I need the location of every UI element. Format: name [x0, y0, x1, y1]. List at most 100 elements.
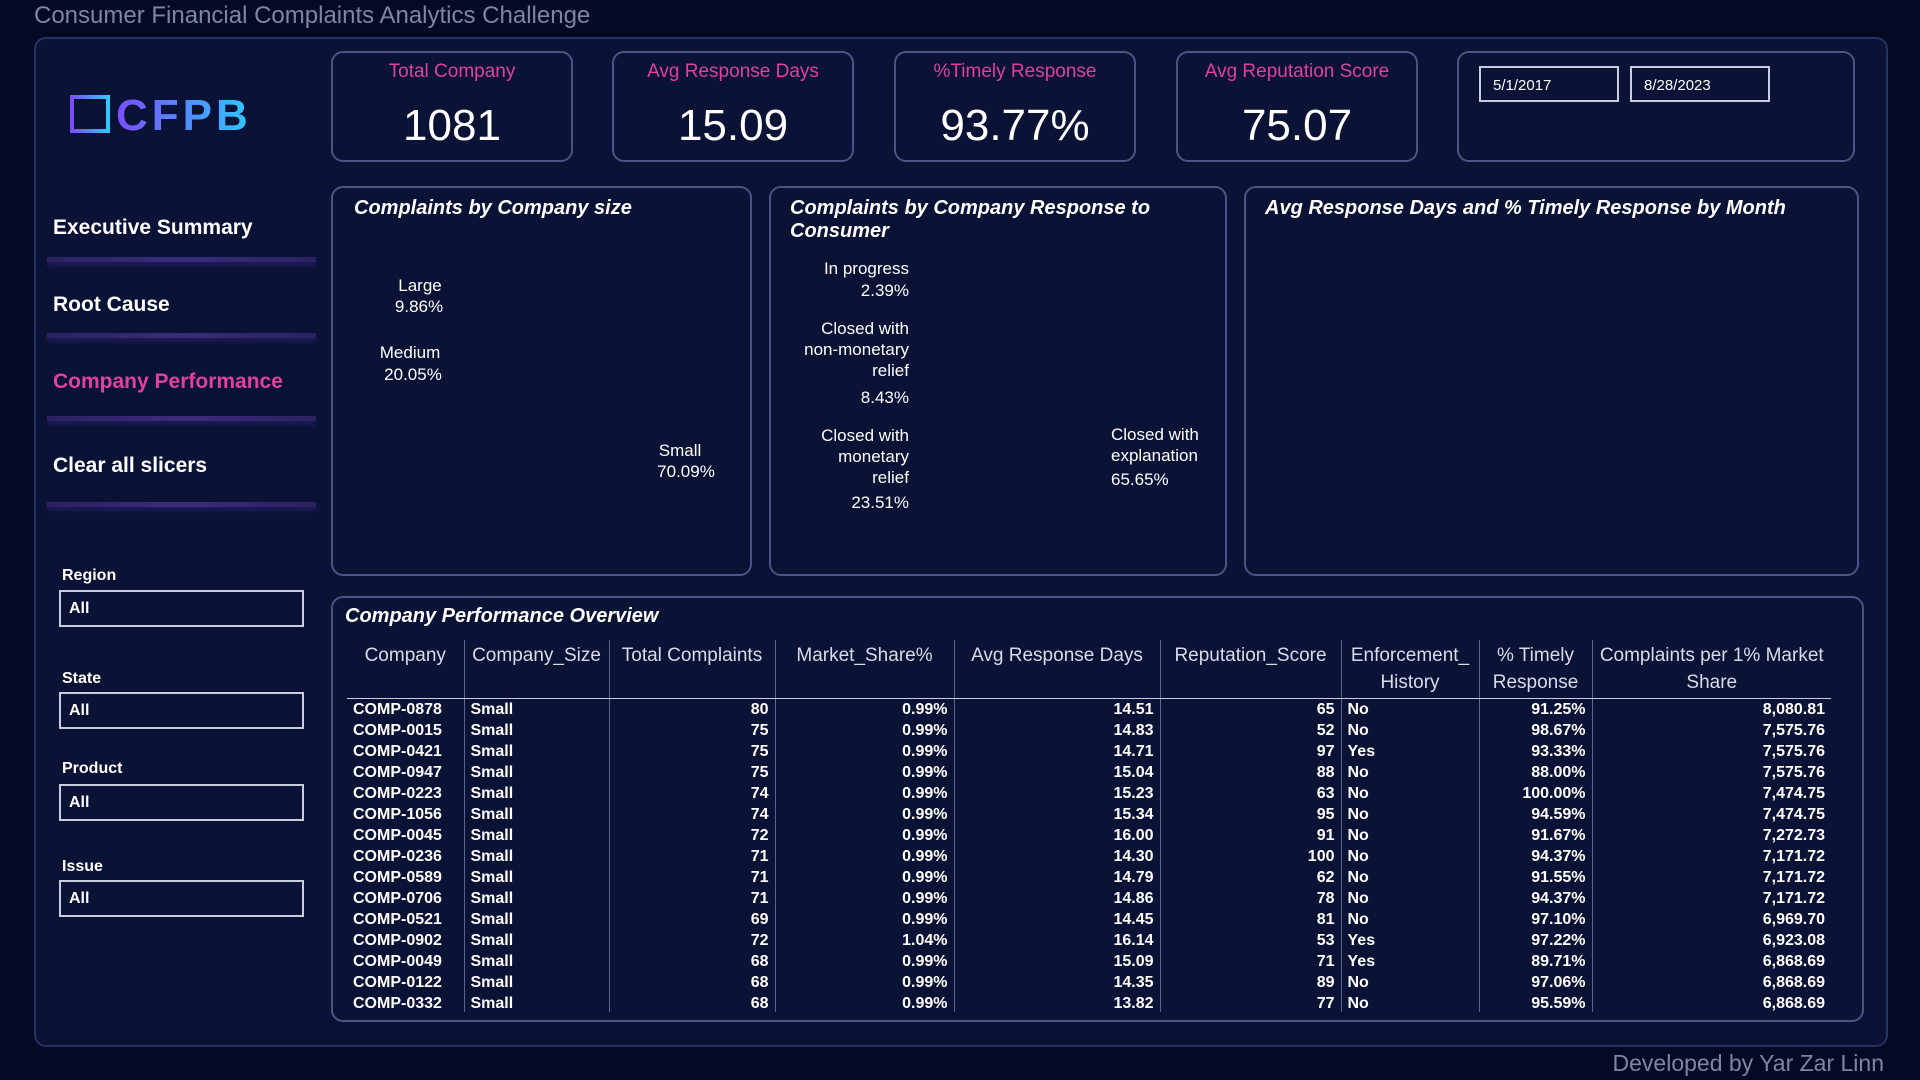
table-cell: 14.71 [953, 741, 1160, 762]
chart-title: Avg Response Days and % Timely Response … [1265, 197, 1786, 219]
filter-value: All [69, 794, 90, 811]
table-cell: 100.00% [1478, 783, 1592, 804]
column-header[interactable]: Complaints per 1% Market Share [1591, 640, 1831, 699]
page-title: Consumer Financial Complaints Analytics … [34, 2, 591, 29]
table-cell: 68 [608, 972, 775, 993]
table-cell: 75 [608, 762, 775, 783]
nav-button[interactable]: Company Performance [53, 370, 283, 393]
table-cell: Yes [1340, 741, 1479, 762]
column-header[interactable]: Market_Share% [774, 640, 954, 699]
table-row: COMP-0045 Small 72 0.99% 16.00 91 No 91.67% 7,27… [347, 825, 1831, 846]
table-cell: COMP-0049 [353, 953, 442, 970]
table-cell: Small [463, 825, 609, 846]
end-date-text: 8/28/2023 [1644, 77, 1711, 94]
nav-underline [47, 416, 316, 421]
donut-value-label: 70.09% [657, 462, 715, 481]
table-cell: 6,868.69 [1591, 972, 1831, 993]
table-cell: 7,474.75 [1591, 804, 1831, 825]
table-cell: Yes [1340, 930, 1479, 951]
table-row: COMP-1056 Small 74 0.99% 15.34 95 No 94.59% 7,47… [347, 804, 1831, 825]
filter-dropdown[interactable]: All [59, 590, 304, 627]
table-cell: 7,171.72 [1591, 867, 1831, 888]
column-header[interactable]: Company_Size [463, 640, 609, 699]
table-cell: 0.99% [774, 846, 954, 867]
table-cell: 15.23 [953, 783, 1160, 804]
table-cell: 91.55% [1478, 867, 1592, 888]
table-cell: COMP-0045 [353, 827, 442, 844]
table-cell: COMP-0421 [353, 743, 442, 760]
table-cell: 1.04% [774, 930, 954, 951]
table-row: COMP-0015 Small 75 0.99% 14.83 52 No 98.67% 7,57… [347, 720, 1831, 741]
nav-button[interactable]: Clear all slicers [53, 454, 208, 477]
column-header[interactable]: Total Complaints [608, 640, 775, 699]
table-cell: 0.99% [774, 951, 954, 972]
table-row: COMP-0223 Small 74 0.99% 15.23 63 No 100.00% 7,4… [347, 783, 1831, 804]
table-cell: Yes [1340, 951, 1479, 972]
kpi-card: Avg Response Days 15.09 [612, 51, 854, 162]
start-date[interactable]: 5/1/2017 [1479, 66, 1619, 102]
column-header[interactable]: Avg Response Days [953, 640, 1160, 699]
column-header[interactable]: Reputation_Score [1159, 640, 1341, 699]
kpi-label: Total Company [388, 61, 516, 82]
column-header[interactable]: Company [347, 640, 464, 699]
table-cell: COMP-0122 [353, 974, 442, 991]
filter-label: Region [62, 567, 117, 584]
filter-dropdown[interactable]: All [59, 692, 304, 729]
table-cell: COMP-0589 [353, 869, 442, 886]
table-cell: 15.04 [953, 762, 1160, 783]
table-cell: 6,969.70 [1591, 909, 1831, 930]
filter-dropdown[interactable]: All [59, 784, 304, 821]
table-cell: 88.00% [1478, 762, 1592, 783]
table-cell: 0.99% [774, 698, 954, 720]
table-cell: No [1340, 846, 1479, 867]
filter-dropdown[interactable]: All [59, 880, 304, 917]
month-panel [1244, 186, 1859, 576]
table-cell: 94.37% [1478, 846, 1592, 867]
donut-category-label: Large [398, 276, 442, 295]
kpi-value: 15.09 [677, 101, 789, 150]
size-panel [331, 186, 752, 576]
column-header[interactable]: % Timely Response [1478, 640, 1592, 699]
table-cell: COMP-0223 [353, 785, 442, 802]
table-cell: 14.35 [953, 972, 1160, 993]
filter-label: Product [62, 760, 123, 777]
table-cell: Small [463, 909, 609, 930]
table-cell: 75 [608, 720, 775, 741]
table-cell: 0.99% [774, 867, 954, 888]
table-cell: 7,575.76 [1591, 741, 1831, 762]
table-cell: 71 [608, 867, 775, 888]
table-row: COMP-0049 Small 68 0.99% 15.09 71 Yes 89.71% 6,8… [347, 951, 1831, 972]
table-cell: 7,474.75 [1591, 783, 1831, 804]
nav-button[interactable]: Executive Summary [53, 216, 253, 239]
table-cell: COMP-0236 [353, 848, 442, 865]
table-cell: 72 [608, 825, 775, 846]
response-panel [769, 186, 1227, 576]
table-cell: 94.37% [1478, 888, 1592, 909]
table-cell: 68 [608, 951, 775, 972]
table-row: COMP-0902 Small 72 1.04% 16.14 53 Yes 97.22% 6,9… [347, 930, 1831, 951]
table-cell: No [1340, 972, 1479, 993]
nav-button[interactable]: Root Cause [53, 293, 170, 316]
donut-category-label: Small [658, 441, 702, 460]
table-cell: 14.86 [953, 888, 1160, 909]
table-cell: 68 [608, 993, 775, 1012]
donut-category-label: Closed with non-monetary relief [804, 319, 909, 380]
table-cell: 0.99% [774, 720, 954, 741]
table-cell: No [1340, 909, 1479, 930]
table-cell: 6,923.08 [1591, 930, 1831, 951]
table-cell: 65 [1159, 698, 1341, 720]
table-cell: Small [463, 888, 609, 909]
table-cell: 91.67% [1478, 825, 1592, 846]
table-cell: 14.30 [953, 846, 1160, 867]
table-cell: Small [463, 993, 609, 1012]
donut-value-label: 9.86% [394, 297, 444, 316]
filter-value: All [69, 890, 90, 907]
table-cell: COMP-0015 [353, 722, 442, 739]
end-date[interactable]: 8/28/2023 [1630, 66, 1770, 102]
table-cell: Small [463, 846, 609, 867]
table-cell: 91 [1159, 825, 1341, 846]
kpi-label: %Timely Response [933, 61, 1097, 82]
donut-value-label: 8.43% [860, 388, 909, 407]
column-header[interactable]: Enforcement_ History [1340, 640, 1479, 699]
table-cell: 97.22% [1478, 930, 1592, 951]
